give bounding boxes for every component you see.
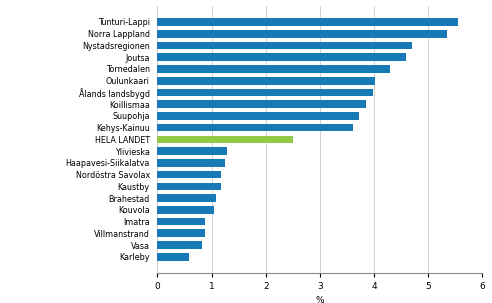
Bar (157, 229, 205, 237)
Bar (157, 194, 216, 202)
Bar (157, 147, 227, 155)
Bar (157, 65, 390, 73)
Bar (157, 159, 225, 167)
Bar (157, 112, 359, 120)
Bar (157, 171, 221, 178)
Bar (157, 253, 189, 261)
Bar (157, 42, 412, 49)
Bar (157, 53, 406, 61)
Bar (157, 88, 373, 96)
Bar (157, 77, 375, 85)
Bar (157, 124, 353, 132)
Bar (157, 135, 293, 143)
Bar (157, 30, 447, 38)
Bar (157, 18, 458, 26)
Bar (157, 218, 205, 225)
Bar (157, 182, 221, 190)
X-axis label: %: % (315, 296, 324, 303)
Bar (157, 241, 202, 249)
Bar (157, 206, 215, 214)
Bar (157, 100, 366, 108)
